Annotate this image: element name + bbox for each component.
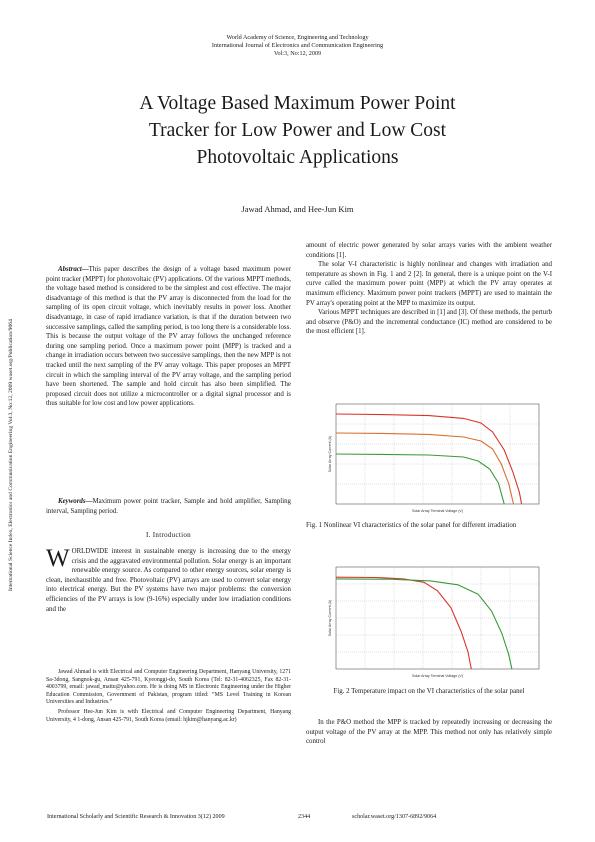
footer-left: International Scholarly and Scientific R… <box>47 814 225 820</box>
keywords-label: Keywords <box>58 498 86 505</box>
abstract-label: Abstract <box>58 266 82 273</box>
section-heading-introduction: I. Introduction <box>146 531 191 539</box>
figure-1-chart: Solar Array Terminal Voltage (V) Solar Ar… <box>328 403 540 513</box>
introduction-body: W ORLDWIDE interest in sustainable energy… <box>46 545 291 614</box>
keywords-block: Keywords—Maximum power point tracker, Sa… <box>46 498 291 515</box>
para-4: In the P&O method the MPP is tracked by … <box>306 719 552 746</box>
left-column: Abstract—This paper describes the design… <box>46 265 291 409</box>
footer-right: scholar.waset.org/1307-6892/9064 <box>352 814 437 820</box>
y-axis-label: Solar Array Current (A) <box>328 436 332 473</box>
keywords-text: Maximum power point tracker, Sample and … <box>46 498 291 515</box>
title-line-1: A Voltage Based Maximum Power Point <box>139 93 456 114</box>
intro-lead: ORLDWIDE <box>71 548 109 555</box>
x-axis-label: Solar Array Terminal Voltage (V) <box>412 509 463 513</box>
plot-area <box>335 566 540 670</box>
journal-name: World Academy of Science, Engineering an… <box>226 34 369 41</box>
figure-2-chart: Solar Array Terminal Voltage (V) Solar Ar… <box>328 566 540 678</box>
journal-subtitle: International Journal of Electronics and… <box>211 42 384 49</box>
journal-volume: Vol:3, No:12, 2009 <box>273 50 322 57</box>
page-number: 2344 <box>298 814 311 820</box>
intro-text: interest in sustainable energy is increa… <box>46 548 291 613</box>
para-3: Various MPPT techniques are described in… <box>306 309 552 336</box>
footnotes: Jawad Ahmad is with Electrical and Compu… <box>46 669 291 724</box>
dropcap: W <box>46 545 70 572</box>
figure-1-caption: Fig. 1 Nonlinear VI characteristics of t… <box>306 522 517 529</box>
abstract-text: This paper describes the design of a vol… <box>46 266 291 408</box>
y-axis-label: Solar Array Current (A) <box>328 600 332 637</box>
title-line-3: Photovoltaic Applications <box>196 147 399 168</box>
series-line <box>335 413 523 505</box>
abstract: Abstract—This paper describes the design… <box>46 266 291 408</box>
para-1: amount of electric power generated by so… <box>306 242 552 259</box>
footnote-author2: Professor Hee-Jun Kim is with Electrical… <box>46 708 291 723</box>
series-line <box>335 576 472 670</box>
paper-authors: Jawad Ahmad, and Hee-Jun Kim <box>241 204 354 214</box>
series-line <box>335 453 505 505</box>
series-line <box>335 578 513 670</box>
footnote-author1: Jawad Ahmad is with Electrical and Compu… <box>46 669 291 706</box>
right-column-text: amount of electric power generated by so… <box>306 241 552 337</box>
para-2: The solar V-I characteristic is highly n… <box>306 261 552 307</box>
title-line-2: Tracker for Low Power and Low Cost <box>148 120 447 141</box>
sidebar-citation: International Science Index, Electronics… <box>8 319 14 591</box>
paper-title: A Voltage Based Maximum Power Point Trac… <box>80 90 515 171</box>
x-axis-label: Solar Array Terminal Voltage (V) <box>412 674 463 678</box>
right-column-bottom: In the P&O method the MPP is tracked by … <box>306 718 552 747</box>
figure-2-caption: Fig. 2 Temperature impact on the VI char… <box>333 688 525 695</box>
series-line <box>335 432 515 505</box>
